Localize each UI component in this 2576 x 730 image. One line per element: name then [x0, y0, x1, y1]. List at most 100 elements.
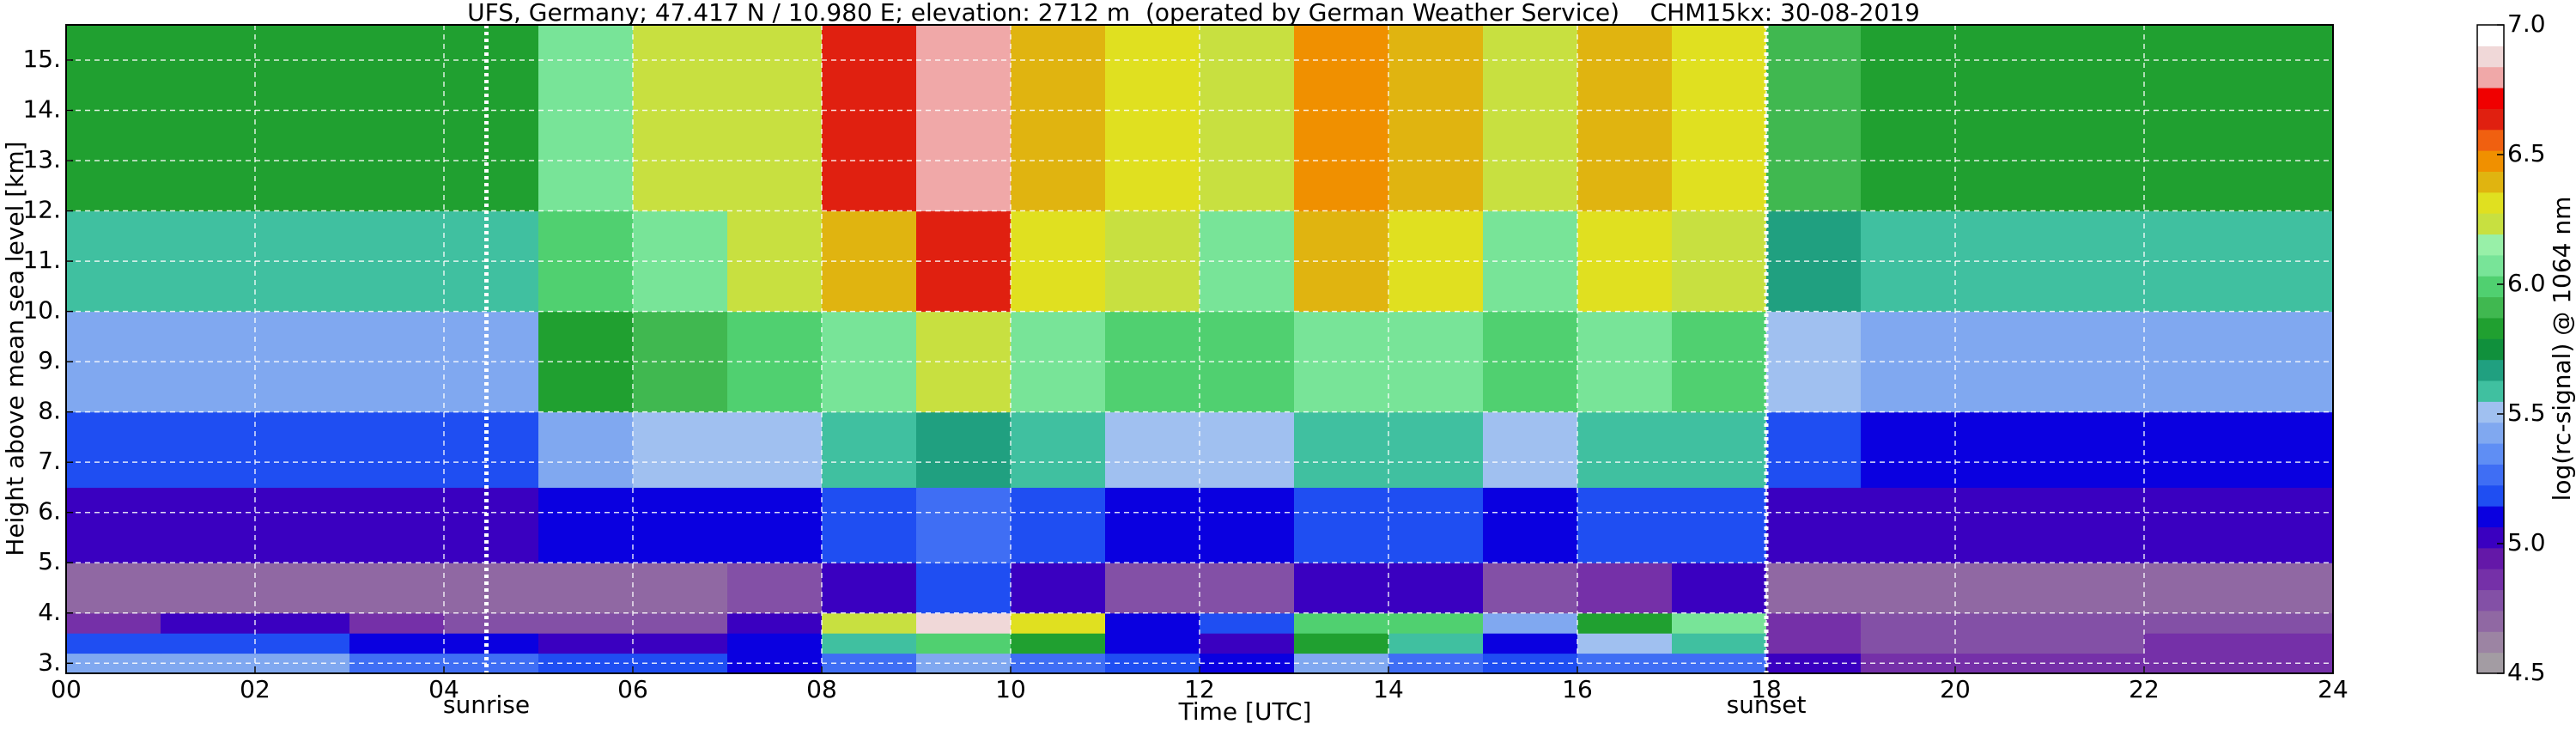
plot-frame — [65, 24, 2334, 674]
colorbar-swatch — [2477, 66, 2504, 88]
heatmap-cell — [1011, 633, 1106, 654]
heatmap-cell — [255, 633, 350, 654]
heatmap-cell — [1200, 633, 1295, 654]
heatmap-cell — [916, 563, 1012, 614]
heatmap-cell — [2050, 25, 2145, 212]
heatmap-cell — [2144, 563, 2239, 614]
heatmap-cell — [538, 612, 634, 634]
colorbar-swatch — [2477, 569, 2504, 591]
heatmap-cell — [822, 487, 917, 563]
heatmap-cell — [1672, 487, 1767, 563]
heatmap-cell — [255, 612, 350, 634]
heatmap-cell — [349, 612, 445, 634]
heatmap-cell — [727, 563, 823, 614]
colorbar-tick-label: 6.5 — [2507, 139, 2546, 167]
heatmap-cell — [2144, 612, 2239, 634]
x-tick-label: 04 — [428, 675, 459, 703]
x-tick-label: 08 — [806, 675, 837, 703]
x-tick-label: 12 — [1184, 675, 1215, 703]
heatmap-cell — [2144, 25, 2239, 212]
colorbar-swatch — [2477, 526, 2504, 549]
colorbar-frame — [2476, 24, 2505, 674]
heatmap-cell — [2144, 411, 2239, 488]
heatmap-cell — [444, 612, 539, 634]
heatmap-cell — [2050, 563, 2145, 614]
y-tick-label: 8. — [38, 397, 61, 425]
heatmap-cell — [633, 411, 728, 488]
heatmap-cell — [727, 487, 823, 563]
colorbar-tick-label: 4.5 — [2507, 658, 2546, 686]
colorbar-swatch — [2477, 276, 2504, 298]
heatmap-cell — [1011, 487, 1106, 563]
heatmap-cell — [66, 411, 161, 488]
colorbar-swatch — [2477, 338, 2504, 361]
heatmap-cell — [1388, 487, 1484, 563]
heatmap-cell — [1861, 25, 1956, 212]
colorbar-tick-label: 7.0 — [2507, 9, 2546, 38]
heatmap-cell — [822, 411, 917, 488]
heatmap-cell — [1483, 487, 1578, 563]
heatmap-cell — [916, 487, 1012, 563]
heatmap-cell — [444, 25, 539, 212]
heatmap-cell — [1861, 411, 1956, 488]
heatmap-cell — [538, 487, 634, 563]
heatmap-cell — [1955, 633, 2050, 654]
heatmap-cell — [1766, 411, 1862, 488]
y-tick-label: 12. — [22, 196, 61, 224]
heatmap-cell — [1483, 25, 1578, 212]
heatmap-cell — [1105, 633, 1200, 654]
heatmap-cell — [633, 612, 728, 634]
y-tick-label: 14. — [22, 94, 61, 123]
colorbar-swatch — [2477, 88, 2504, 109]
heatmap-cell — [161, 25, 256, 212]
colorbar-swatch — [2477, 317, 2504, 339]
heatmap-cell — [727, 612, 823, 634]
x-tick-label: 10 — [995, 675, 1026, 703]
colorbar-swatch — [2477, 547, 2504, 569]
heatmap-cell — [255, 563, 350, 614]
colorbar-swatch — [2477, 129, 2504, 151]
heatmap-cell — [1105, 563, 1200, 614]
heatmap-cell — [1011, 612, 1106, 634]
colorbar-swatch — [2477, 422, 2504, 444]
x-tick-label: 06 — [617, 675, 648, 703]
colorbar-swatch — [2477, 192, 2504, 214]
y-tick-label: 6. — [38, 497, 61, 526]
heatmap-cell — [1200, 411, 1295, 488]
heatmap-cell — [2239, 612, 2334, 634]
heatmap-cell — [1577, 487, 1673, 563]
heatmap-cell — [444, 563, 539, 614]
heatmap-cell — [822, 633, 917, 654]
x-tick-label: 00 — [51, 675, 82, 703]
heatmap-cell — [349, 411, 445, 488]
heatmap-cell — [1294, 25, 1389, 212]
heatmap-cell — [66, 25, 161, 212]
heatmap-cell — [1766, 633, 1862, 654]
heatmap-cell — [1672, 563, 1767, 614]
heatmap-cell — [1577, 411, 1673, 488]
y-tick-label: 13. — [22, 145, 61, 173]
heatmap-cell — [1011, 411, 1106, 488]
heatmap-cell — [1577, 25, 1673, 212]
heatmap-cell — [1388, 411, 1484, 488]
heatmap-cell — [161, 612, 256, 634]
heatmap-cell — [161, 487, 256, 563]
heatmap-cell — [822, 612, 917, 634]
heatmap-cell — [1861, 487, 1956, 563]
x-tick-label: 24 — [2318, 675, 2348, 703]
colorbar-swatch — [2477, 506, 2504, 528]
heatmap-cell — [1955, 563, 2050, 614]
heatmap-cell — [1672, 633, 1767, 654]
heatmap-cell — [822, 25, 917, 212]
heatmap-cell — [727, 411, 823, 488]
heatmap-cell — [1294, 633, 1389, 654]
colorbar-swatch — [2477, 171, 2504, 193]
colorbar-swatch — [2477, 359, 2504, 381]
heatmap-cell — [255, 487, 350, 563]
colorbar-swatch — [2477, 234, 2504, 256]
colorbar-swatch — [2477, 150, 2504, 172]
colorbar-swatch — [2477, 610, 2504, 632]
heatmap-cell — [1105, 411, 1200, 488]
heatmap-cell — [349, 487, 445, 563]
heatmap-cell — [1766, 487, 1862, 563]
